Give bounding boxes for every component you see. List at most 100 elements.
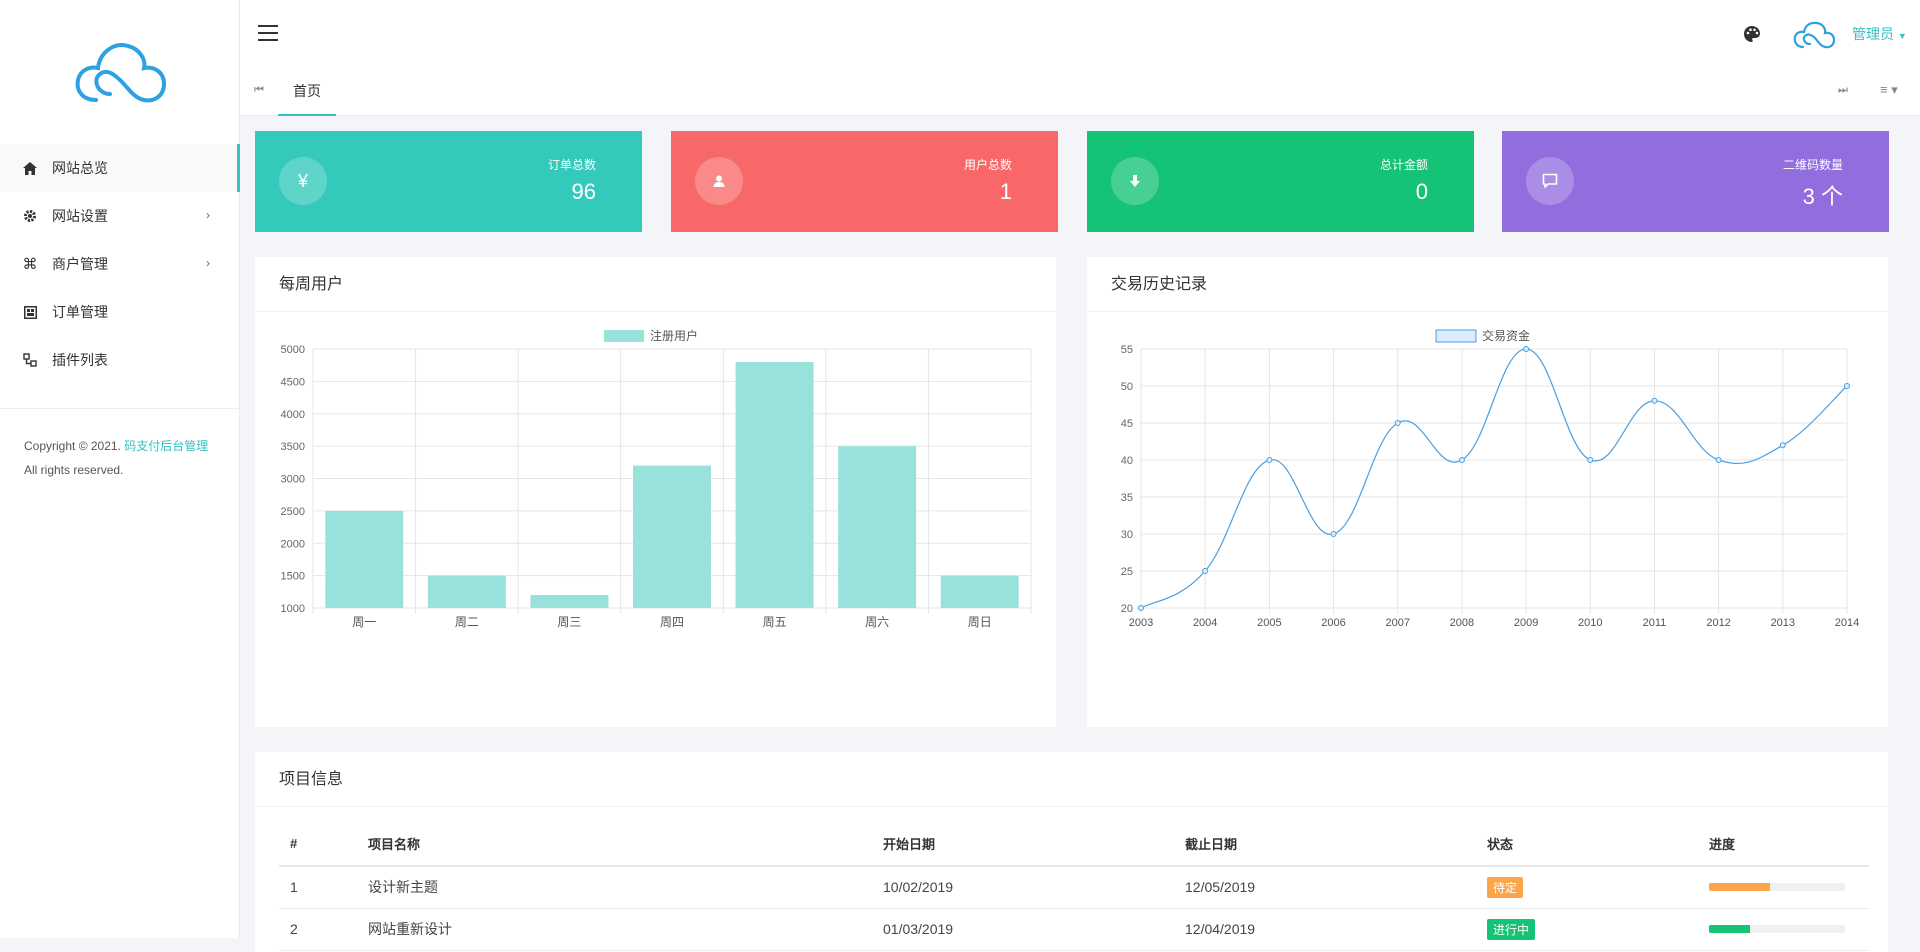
- copyright-link[interactable]: 码支付后台管理: [124, 439, 209, 453]
- top-header: 管理员 ▼ ⏮ 首页 ⏭ ≡ ▾: [240, 0, 1920, 116]
- column-header: 进度: [1708, 822, 1869, 867]
- download-icon: [1111, 157, 1159, 205]
- panel-title: 项目信息: [255, 752, 1888, 807]
- sidebar-divider: [0, 408, 240, 409]
- tab-scroll-right-icon[interactable]: ⏭: [1838, 84, 1848, 96]
- tab-bar: ⏮ 首页 ⏭ ≡ ▾: [240, 70, 1920, 116]
- y-tick-label: 35: [1121, 492, 1133, 504]
- data-point: [1651, 397, 1658, 404]
- x-tick-label: 2010: [1578, 617, 1602, 629]
- tab-home[interactable]: 首页: [278, 70, 336, 116]
- legend-label: 交易资金: [1482, 328, 1530, 343]
- projects-table: # 项目名称 开始日期 截止日期 状态 进度 1 设计新主题 10/02/201…: [279, 822, 1869, 951]
- sidebar-item-plugins[interactable]: 插件列表: [0, 336, 240, 384]
- data-point: [1394, 420, 1401, 426]
- column-header: 状态: [1486, 822, 1708, 867]
- comment-icon: [1526, 157, 1574, 205]
- tab-scroll-left-icon[interactable]: ⏮: [254, 84, 264, 96]
- progress-fill: [1709, 883, 1771, 892]
- bar: [940, 575, 1019, 608]
- chevron-right-icon: ›: [206, 256, 210, 270]
- data-point: [1202, 568, 1209, 574]
- stat-card-qrcodes: 二维码数量 3 个: [1502, 131, 1889, 232]
- x-tick-label: 2008: [1450, 617, 1474, 629]
- data-point: [1138, 605, 1144, 611]
- status-badge: 进行中: [1487, 918, 1536, 940]
- bar: [633, 465, 711, 608]
- hamburger-menu-icon[interactable]: [258, 25, 278, 41]
- progress-bar: [1709, 883, 1845, 892]
- stat-value: 1: [999, 179, 1012, 204]
- x-tick-label: 周四: [660, 615, 684, 629]
- sidebar-nav: 网站总览 网站设置 › ⌘ 商户管理 › 订单管理 插件列表: [0, 144, 240, 384]
- x-tick-label: 周五: [763, 615, 787, 629]
- y-tick-label: 4000: [281, 409, 305, 421]
- y-tick-label: 3500: [281, 441, 305, 453]
- data-point: [1715, 457, 1722, 463]
- copyright: Copyright © 2021. 码支付后台管理 All rights res…: [24, 434, 224, 482]
- legend-swatch: [1435, 329, 1477, 343]
- plugin-icon: [22, 352, 38, 368]
- cell-status: 待定: [1486, 866, 1708, 909]
- x-tick-label: 周日: [968, 615, 992, 629]
- bar: [325, 510, 404, 608]
- legend-swatch: [604, 330, 644, 342]
- palette-icon[interactable]: [1742, 24, 1762, 44]
- x-tick-label: 2013: [1771, 617, 1795, 629]
- bar: [530, 595, 609, 608]
- data-point: [1587, 457, 1594, 463]
- legend-label: 注册用户: [650, 328, 698, 343]
- progress-bar: [1709, 925, 1845, 933]
- cell-name: 设计新主题: [367, 866, 882, 909]
- trade-history-line-chart: 20 25 30 35 40 45 50 55 2003 2004 2005 2006 2007 2008…: [1121, 328, 1859, 629]
- data-point: [1330, 531, 1337, 537]
- sidebar-item-orders[interactable]: 订单管理: [0, 288, 240, 336]
- sidebar-item-overview[interactable]: 网站总览: [0, 144, 240, 192]
- x-tick-label: 周一: [352, 615, 376, 629]
- x-tick-label: 2004: [1193, 617, 1217, 629]
- bar: [427, 575, 506, 608]
- admin-dropdown[interactable]: 管理员 ▼: [1852, 24, 1907, 44]
- x-tick-label: 2007: [1385, 617, 1409, 629]
- stat-card-orders: ¥ 订单总数 96: [255, 131, 642, 232]
- status-badge: 待定: [1487, 876, 1524, 898]
- x-tick-label: 2005: [1257, 617, 1281, 629]
- sidebar-item-label: 订单管理: [52, 304, 108, 320]
- stat-card-users: 用户总数 1: [671, 131, 1058, 232]
- tab-options-menu-icon[interactable]: ≡ ▾: [1880, 82, 1898, 97]
- x-tick-label: 周六: [865, 615, 889, 629]
- column-header: 项目名称: [367, 822, 882, 867]
- data-point: [1844, 383, 1850, 389]
- projects-panel: 项目信息 # 项目名称 开始日期 截止日期 状态 进度 1 设计新主题 10/0…: [255, 752, 1888, 952]
- stat-label: 订单总数: [547, 158, 596, 172]
- sidebar-item-merchants[interactable]: ⌘ 商户管理 ›: [0, 240, 240, 288]
- cell-status: 进行中: [1486, 908, 1708, 951]
- cloud-logo-icon[interactable]: [74, 38, 168, 108]
- avatar[interactable]: [1793, 20, 1835, 50]
- stat-label: 二维码数量: [1782, 158, 1843, 172]
- y-tick-label: 1500: [281, 571, 305, 583]
- chevron-right-icon: ›: [206, 208, 210, 222]
- data-point: [1779, 442, 1786, 449]
- sidebar-item-site-settings[interactable]: 网站设置 ›: [0, 192, 240, 240]
- column-header: 开始日期: [882, 822, 1184, 867]
- sidebar: 网站总览 网站设置 › ⌘ 商户管理 › 订单管理 插件列表: [0, 0, 240, 938]
- x-tick-label: 2003: [1129, 617, 1153, 629]
- stat-card-amount: 总计金额 0: [1087, 131, 1474, 232]
- bar: [735, 361, 814, 608]
- data-point: [1266, 457, 1273, 463]
- y-tick-label: 1000: [281, 603, 305, 615]
- y-tick-label: 25: [1121, 566, 1133, 578]
- table-row: 2 网站重新设计 01/03/2019 12/04/2019 进行中: [279, 908, 1869, 951]
- cell-no: 2: [279, 908, 367, 951]
- cell-end: 12/04/2019: [1184, 908, 1486, 951]
- cell-start: 10/02/2019: [882, 866, 1184, 909]
- data-point: [1523, 346, 1530, 352]
- series-line: [1140, 348, 1848, 609]
- y-tick-label: 4500: [281, 376, 305, 388]
- x-tick-label: 2006: [1321, 617, 1345, 629]
- data-point: [1458, 457, 1465, 463]
- user-icon: [695, 157, 743, 205]
- sidebar-item-label: 网站总览: [52, 160, 108, 176]
- sidebar-item-label: 商户管理: [52, 256, 108, 272]
